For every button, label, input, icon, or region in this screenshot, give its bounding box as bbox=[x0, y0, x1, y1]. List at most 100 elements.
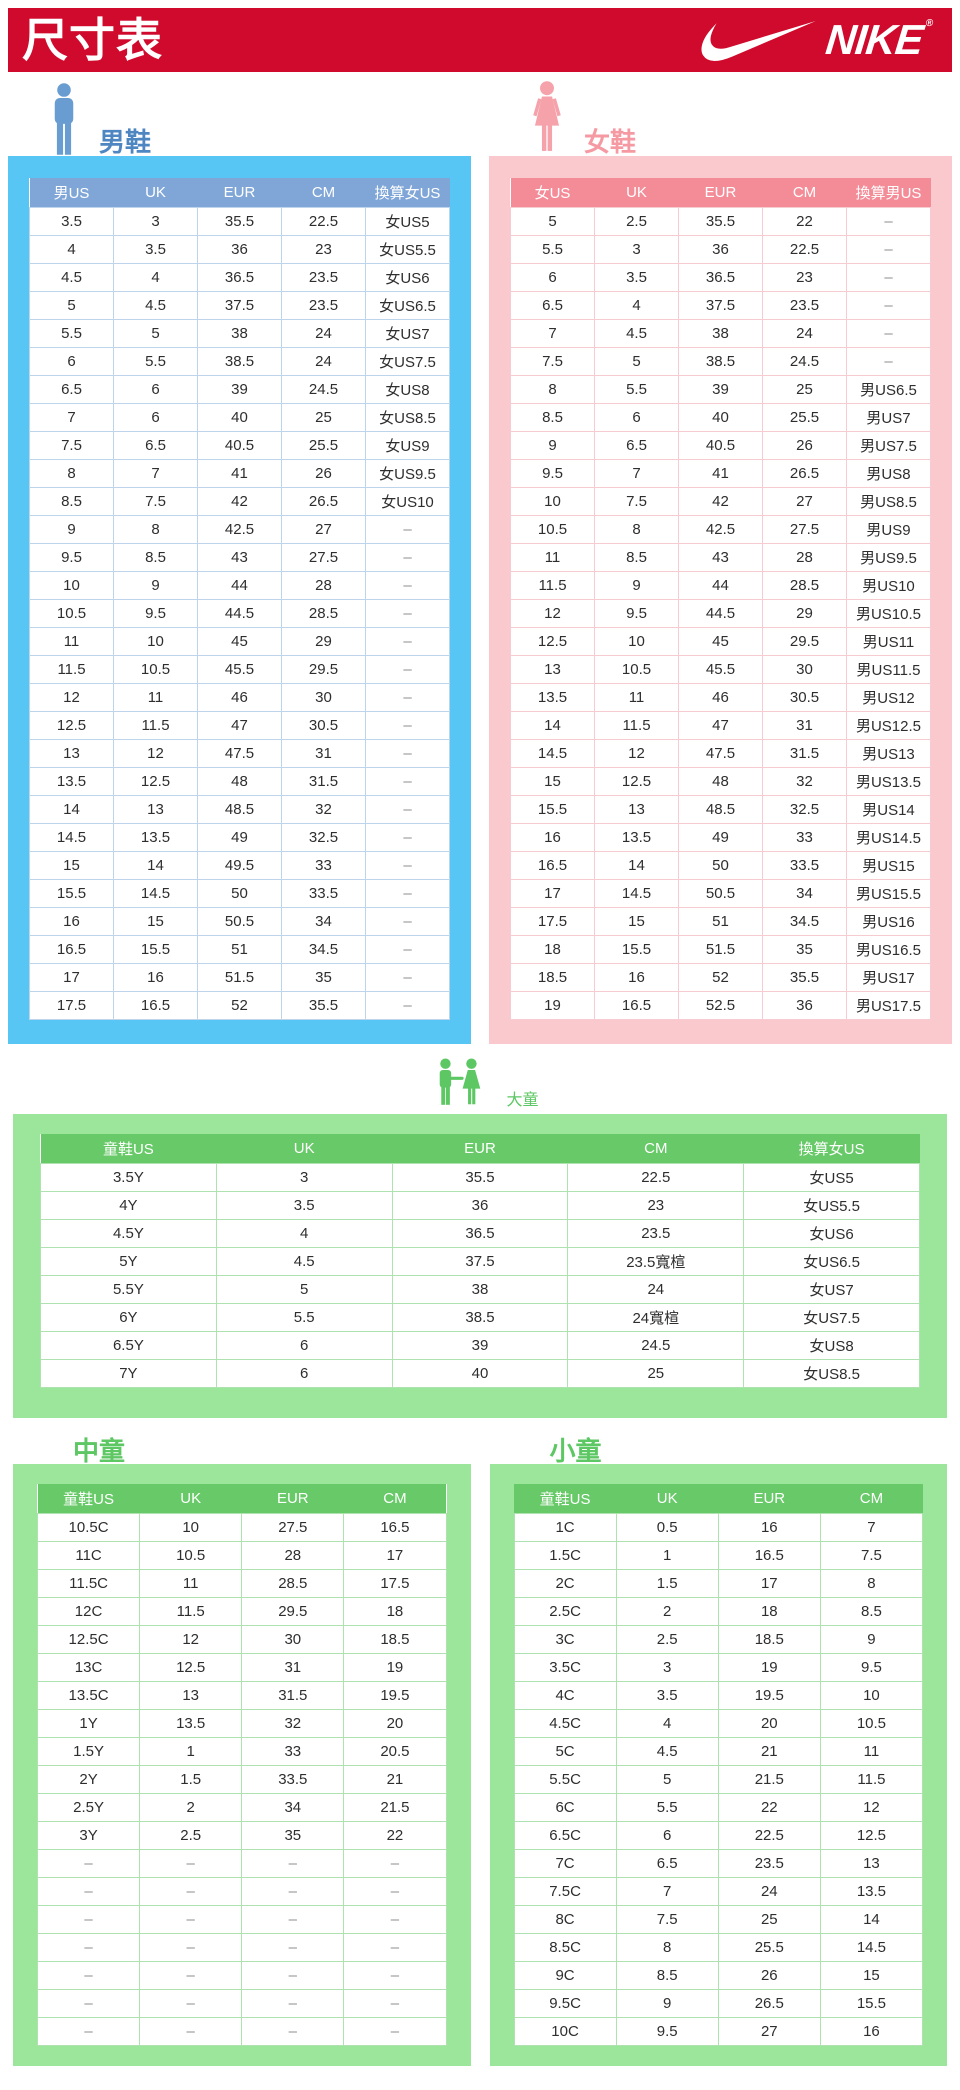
table-cell: 51 bbox=[678, 907, 763, 936]
table-row: – – – – bbox=[36, 1961, 447, 1990]
table-cell: 44.5 bbox=[197, 599, 282, 628]
table-row: 16.5 15.5 51 34.5– bbox=[29, 935, 450, 964]
table-cell: 51.5 bbox=[678, 935, 763, 964]
table-cell: 45 bbox=[197, 627, 282, 656]
table-cell: 10.5 bbox=[139, 1541, 243, 1570]
table-row: 13.5 12.5 48 31.5– bbox=[29, 767, 450, 796]
table-row: 1Y 13.5 32 20 bbox=[36, 1709, 447, 1738]
table-cell: 5.5 bbox=[594, 375, 679, 404]
table-cell: 14.5 bbox=[594, 879, 679, 908]
table-cell: 15 bbox=[113, 907, 198, 936]
table-cell: 5 bbox=[615, 1765, 719, 1794]
table-cell: 6.5 bbox=[594, 431, 679, 460]
table-cell: 7.5C bbox=[513, 1877, 617, 1906]
table-cell: – bbox=[139, 1961, 243, 1990]
table-row: 11.5C 11 28.5 17.5 bbox=[36, 1569, 447, 1598]
header-row: 童鞋US UK EUR CM 換算女US bbox=[40, 1134, 920, 1164]
table-cell: – bbox=[139, 1933, 243, 1962]
table-cell: 15 bbox=[510, 767, 595, 796]
table-cell: 13 bbox=[113, 795, 198, 824]
table-cell: 22.5 bbox=[762, 235, 847, 264]
table-cell: 8.5 bbox=[615, 1961, 719, 1990]
table-cell: 29.5 bbox=[762, 627, 847, 656]
mid-kids-size-table: 童鞋US UK EUR CM 10.5C 10 27.5 16.5 11C 10.5 28 17 11.… bbox=[36, 1484, 447, 2046]
table-cell: 13C bbox=[36, 1653, 141, 1682]
table-cell: – bbox=[343, 1877, 447, 1906]
table-cell: – bbox=[36, 1849, 141, 1878]
table-cell: 24寬楦 bbox=[567, 1303, 745, 1332]
table-cell: 35.5 bbox=[391, 1163, 569, 1192]
table-cell: 19 bbox=[717, 1653, 821, 1682]
table-row: – – – – bbox=[36, 1877, 447, 1906]
table-cell: 1.5Y bbox=[36, 1737, 141, 1766]
table-cell: 9.5 bbox=[113, 599, 198, 628]
table-cell: 30 bbox=[281, 683, 366, 712]
table-row: 2.5Y 2 34 21.5 bbox=[36, 1793, 447, 1822]
column-header: 換算男US bbox=[846, 178, 931, 208]
women-section-label: 女鞋 bbox=[489, 72, 952, 156]
table-cell: 31 bbox=[762, 711, 847, 740]
table-row: 16 13.5 49 33 男US14.5 bbox=[510, 823, 931, 852]
table-row: 3.5 3 35.5 22.5 女US5 bbox=[29, 207, 450, 236]
table-row: 4.5Y 4 36.5 23.5 女US6 bbox=[40, 1219, 920, 1248]
nike-swoosh-icon bbox=[701, 21, 816, 61]
table-row: 18 15.5 51.5 35 男US16.5 bbox=[510, 935, 931, 964]
table-cell: 35.5 bbox=[678, 207, 763, 236]
table-row: 7 4.5 38 24– bbox=[510, 319, 931, 348]
table-cell: 男US16.5 bbox=[846, 935, 931, 964]
table-cell: 47.5 bbox=[197, 739, 282, 768]
table-cell: 22 bbox=[762, 207, 847, 236]
table-cell: 男US17 bbox=[846, 963, 931, 992]
table-cell: 10 bbox=[819, 1681, 924, 1710]
column-header: EUR bbox=[197, 178, 282, 208]
table-cell: 36.5 bbox=[391, 1219, 569, 1248]
table-cell: 15.5 bbox=[819, 1989, 924, 2018]
table-row: 17 14.5 50.5 34 男US15.5 bbox=[510, 879, 931, 908]
table-row: 9.5C 9 26.5 15.5 bbox=[513, 1989, 924, 2018]
table-cell: 1.5 bbox=[139, 1765, 243, 1794]
table-cell: 10 bbox=[594, 627, 679, 656]
table-cell: 11 bbox=[594, 683, 679, 712]
table-cell: 52 bbox=[678, 963, 763, 992]
nike-wordmark: NIKE ® bbox=[823, 16, 933, 63]
table-cell: 9 bbox=[819, 1625, 924, 1654]
column-header: 男US bbox=[29, 178, 114, 208]
table-cell: 女US8.5 bbox=[365, 403, 450, 432]
table-cell: 9C bbox=[513, 1961, 617, 1990]
table-cell: 8C bbox=[513, 1905, 617, 1934]
mid-kids-section-label: 中童 bbox=[13, 1428, 471, 1464]
table-cell: 9 bbox=[510, 431, 595, 460]
table-row: 8 5.5 39 25 男US6.5 bbox=[510, 375, 931, 404]
table-row: 19 16.5 52.5 36 男US17.5 bbox=[510, 991, 931, 1020]
table-cell: 8 bbox=[510, 375, 595, 404]
table-cell: 44.5 bbox=[678, 599, 763, 628]
table-cell: 7.5 bbox=[510, 347, 595, 376]
table-cell: 34 bbox=[241, 1793, 345, 1822]
table-cell: 8 bbox=[819, 1569, 924, 1598]
table-row: 6 3.5 36.5 23– bbox=[510, 263, 931, 292]
table-cell: – bbox=[139, 1877, 243, 1906]
table-cell: 24 bbox=[762, 319, 847, 348]
table-cell: 5 bbox=[594, 347, 679, 376]
table-row: 5 2.5 35.5 22– bbox=[510, 207, 931, 236]
table-cell: 13 bbox=[139, 1681, 243, 1710]
table-cell: 32 bbox=[762, 767, 847, 796]
table-cell: 男US12.5 bbox=[846, 711, 931, 740]
table-row: – – – – bbox=[36, 2017, 447, 2046]
table-cell: 36 bbox=[197, 235, 282, 264]
table-cell: 12 bbox=[819, 1793, 924, 1822]
table-cell: 4.5 bbox=[615, 1737, 719, 1766]
table-cell: 38 bbox=[678, 319, 763, 348]
table-cell: 28.5 bbox=[281, 599, 366, 628]
table-row: 12 9.5 44.5 29 男US10.5 bbox=[510, 599, 931, 628]
small-kids-label: 小童 bbox=[549, 1436, 602, 1466]
table-cell: – bbox=[846, 347, 931, 376]
table-cell: 10.5 bbox=[113, 655, 198, 684]
table-cell: 20 bbox=[343, 1709, 447, 1738]
table-cell: 1 bbox=[615, 1541, 719, 1570]
table-cell: – bbox=[365, 571, 450, 600]
table-cell: 29.5 bbox=[241, 1597, 345, 1626]
table-cell: 16 bbox=[510, 823, 595, 852]
table-cell: 11.5 bbox=[113, 711, 198, 740]
table-row: 12.5 11.5 47 30.5– bbox=[29, 711, 450, 740]
